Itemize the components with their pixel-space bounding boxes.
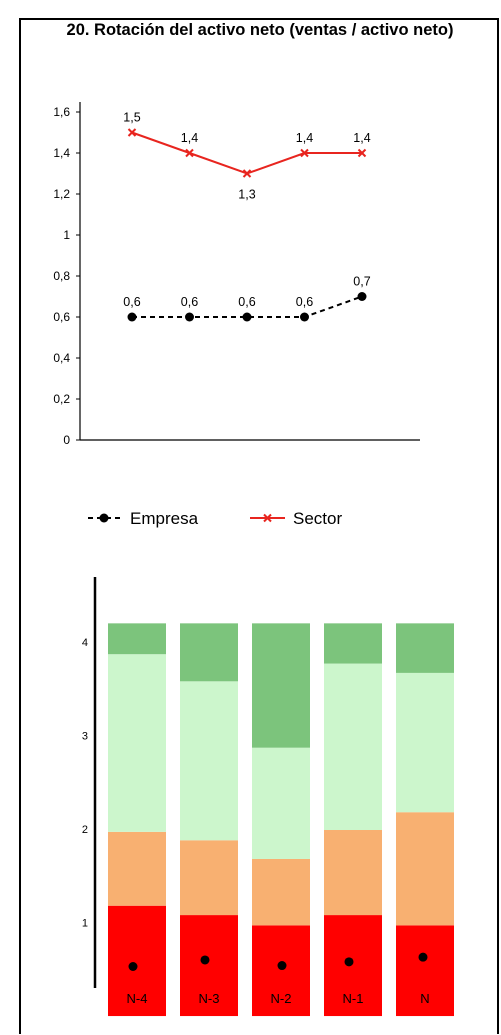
y-tick-label: 1,2 xyxy=(53,187,70,201)
data-label: 0,6 xyxy=(181,295,198,309)
series-line-empresa xyxy=(132,295,363,318)
y-tick-label: 1,6 xyxy=(53,105,70,119)
data-label: 0,6 xyxy=(123,295,140,309)
data-point xyxy=(357,148,367,158)
data-point xyxy=(300,148,309,158)
data-point xyxy=(357,292,367,301)
y-tick-label: 0,4 xyxy=(53,351,70,365)
data-label: 0,6 xyxy=(238,295,255,309)
data-point xyxy=(127,128,137,137)
data-label: 1,4 xyxy=(181,131,198,145)
line-chart: 0 0,2 0,4 0,6 0,8 1 1,2 1,4 1,6 0,6 0,6 0,6 0,6 0,7 1… xyxy=(53,102,420,528)
data-label: 1,4 xyxy=(353,131,370,145)
legend-label-sector: Sector xyxy=(293,509,342,528)
chart-title: 20. Rotación del activo neto (ventas / a… xyxy=(66,21,454,39)
legend-label-empresa: Empresa xyxy=(130,509,199,528)
y-tick-label: 1,4 xyxy=(53,146,70,160)
data-point xyxy=(242,312,252,322)
y-tick-label: 0,2 xyxy=(53,392,70,406)
data-point xyxy=(185,148,194,158)
data-point xyxy=(300,312,309,322)
data-label: 0,6 xyxy=(296,295,313,309)
legend-marker-empresa xyxy=(99,513,109,523)
data-point xyxy=(242,169,252,178)
y-tick-label: 0,8 xyxy=(53,269,70,283)
y-tick-label: 0,6 xyxy=(53,310,70,324)
legend: Empresa Sector xyxy=(88,509,342,528)
data-label: 1,3 xyxy=(238,188,255,202)
data-point xyxy=(127,312,137,322)
y-tick-label: 0 xyxy=(63,433,70,447)
y-tick-label: 1 xyxy=(63,228,70,242)
data-label: 1,4 xyxy=(296,131,313,145)
series-line-sector xyxy=(131,131,362,175)
data-point xyxy=(185,312,194,322)
data-label: 0,7 xyxy=(353,275,370,289)
data-label: 1,5 xyxy=(123,111,140,125)
chart-frame xyxy=(19,18,499,1034)
